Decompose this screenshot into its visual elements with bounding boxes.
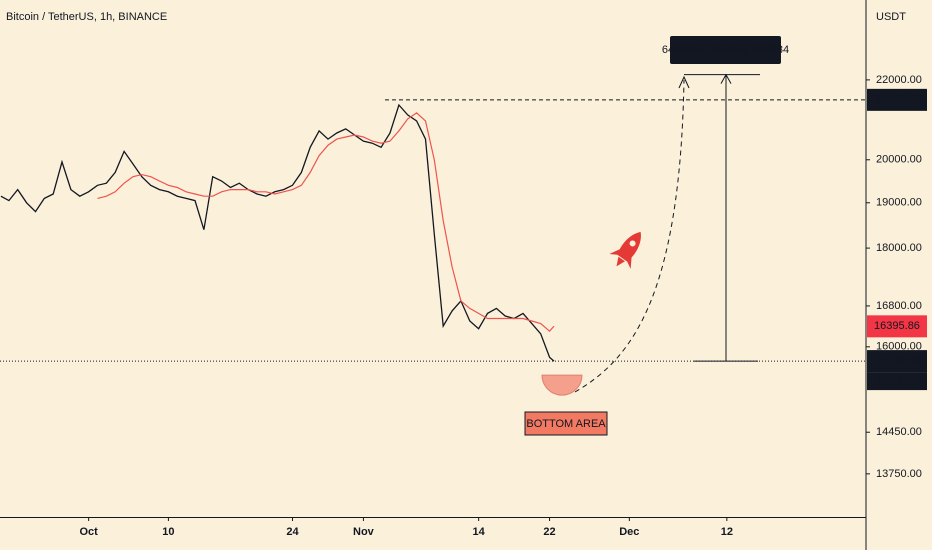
x-tick-label: Nov — [353, 526, 375, 538]
bottom-label-box — [524, 411, 608, 436]
x-tick-label: 12 — [721, 526, 733, 538]
chart-title: Bitcoin / TetherUS, 1h, BINANCE — [6, 11, 167, 23]
y-tick-label: 16800.00 — [876, 300, 922, 312]
bottom-area — [541, 374, 583, 396]
measure-arrow — [720, 73, 732, 84]
bottom-label: BOTTOM AREA — [526, 418, 606, 430]
price-line — [0, 103, 555, 362]
last-price-label-box — [867, 350, 927, 373]
y-axis-label: USDT — [876, 11, 906, 23]
x-tick-label: 14 — [473, 526, 486, 538]
measure-label: 6408.84 (40.89%) 640884 — [662, 44, 789, 56]
y-tick-label: 14450.00 — [876, 426, 922, 438]
y-tick-label: 20000.00 — [876, 154, 922, 166]
last-price-label: 15729.69 — [874, 355, 920, 367]
x-tick-label: 24 — [286, 526, 299, 538]
ma-price-label-box — [867, 315, 927, 338]
y-tick-label: 22000.00 — [876, 74, 922, 86]
measure-label-box — [670, 36, 781, 64]
y-tick-label: 16000.00 — [876, 341, 922, 353]
moving-average-line — [97, 112, 555, 333]
y-tick-label: 19000.00 — [876, 197, 922, 209]
countdown-box — [867, 372, 927, 391]
resistance-price-label: 21482.23 — [874, 94, 920, 106]
countdown: 32:16 — [876, 375, 904, 387]
y-tick-label: 13750.00 — [876, 468, 922, 480]
resistance-price-label-box — [867, 88, 927, 111]
x-tick-label: Dec — [619, 526, 639, 538]
y-tick-label: 18000.00 — [876, 242, 922, 254]
x-tick-label: 22 — [543, 526, 555, 538]
projection-curve — [574, 79, 685, 393]
projection-arrow — [678, 75, 690, 89]
rocket-icon — [609, 231, 641, 269]
x-tick-label: 10 — [162, 526, 174, 538]
x-tick-label: Oct — [79, 526, 98, 538]
ma-price-label: 16395.86 — [874, 320, 920, 332]
